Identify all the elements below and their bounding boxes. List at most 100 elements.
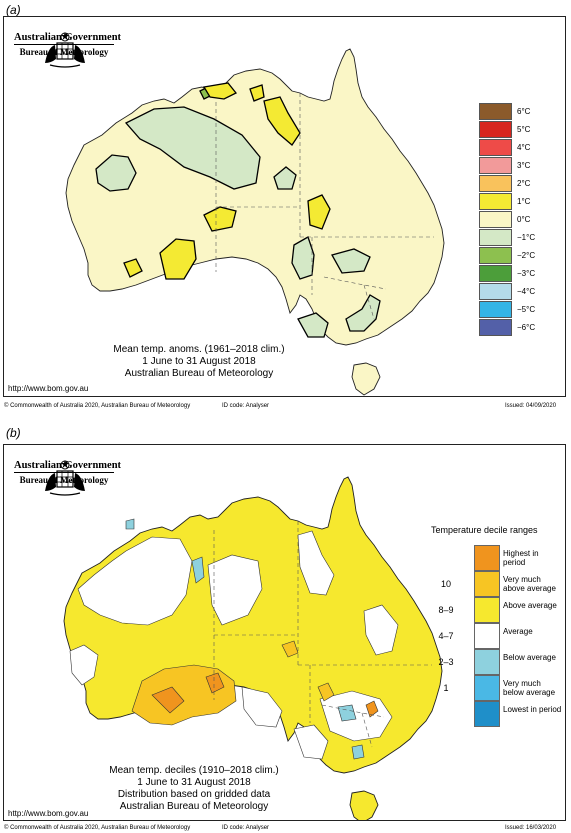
bom-logo: Australian Government Bureau of Meteorol… [14, 459, 124, 496]
legend-swatch [479, 301, 512, 318]
legend-label: −2°C [517, 251, 536, 260]
very-much-above-region-sa [317, 682, 335, 702]
panel-a-map: Australian Government Bureau of Meteorol… [3, 16, 566, 397]
average-region-gulf [297, 530, 335, 596]
caption-line-3: Distribution based on gridded data [117, 789, 271, 800]
legend-swatch [474, 701, 500, 727]
legend-swatch [479, 157, 512, 174]
bom-url-link[interactable]: http://www.bom.gov.au [8, 384, 89, 393]
legend-swatch [474, 545, 500, 571]
below-average-region-kimberley [191, 556, 205, 584]
legend-label: 6°C [517, 107, 531, 116]
legend-swatch [474, 597, 500, 623]
below-average-region-nsw [337, 704, 357, 722]
legend-label: 2°C [517, 179, 531, 188]
cool-anomaly-gulf [273, 166, 297, 190]
legend-decile-value: 4–7 [438, 631, 454, 641]
tasmania-outline [349, 790, 379, 820]
caption-line-4: Australian Bureau of Meteorology [119, 801, 269, 812]
warm-anomaly-arnhem [202, 82, 238, 100]
legend-swatch [474, 571, 500, 597]
footer-id-code: ID code: Analyser [222, 403, 270, 409]
panel-b-map-svg [63, 476, 443, 820]
caption-line-1: Mean temp. deciles (1910–2018 clim.) [109, 765, 279, 776]
coat-of-arms-icon [45, 460, 85, 496]
footer-issued: Issued: 16/03/2020 [505, 825, 557, 831]
legend-label: Average [503, 627, 533, 636]
legend-swatch [479, 103, 512, 120]
bom-logo: Australian Government Bureau of Meteorol… [14, 31, 124, 68]
legend-swatch [479, 211, 512, 228]
legend-label: Lowest in period [503, 705, 562, 714]
legend-swatch [479, 265, 512, 282]
map-caption: Mean temp. deciles (1910–2018 clim.) 1 J… [94, 765, 294, 813]
legend-swatch [479, 121, 512, 138]
legend-swatch [474, 675, 500, 701]
caption-line-1: Mean temp. anoms. (1961–2018 clim.) [113, 344, 285, 355]
tasmania-outline [351, 362, 381, 396]
legend-label: −5°C [517, 305, 536, 314]
average-region-westcoast [69, 644, 99, 686]
bom-url-link[interactable]: http://www.bom.gov.au [8, 809, 89, 818]
state-border [361, 712, 373, 748]
logo-government-text: Australian Government [14, 460, 122, 471]
legend-swatch [474, 649, 500, 675]
legend-label: 1°C [517, 197, 531, 206]
australia-map-b [63, 476, 443, 820]
warm-anomaly-cape [263, 96, 301, 146]
legend-label: Above average [503, 601, 557, 610]
legend-label: Very much above average [503, 575, 556, 593]
legend-swatch [479, 319, 512, 336]
panel-a-map-svg [65, 48, 445, 396]
caption-line-3: Australian Bureau of Meteorology [124, 368, 274, 379]
legend-label: Very much below average [503, 679, 556, 697]
warm-anomaly-qld-west [307, 194, 331, 230]
warm-anomaly-sw [123, 258, 143, 278]
footer-id-code: ID code: Analyser [222, 825, 270, 831]
logo-government-text: Australian Government [14, 32, 122, 43]
legend-swatch [474, 623, 500, 649]
map-caption: Mean temp. anoms. (1961–2018 clim.) 1 Ju… [99, 344, 299, 380]
average-region-sa-gulfs [293, 724, 329, 760]
legend-label: −6°C [517, 323, 536, 332]
logo-bureau-text: Bureau of Meteorology [14, 44, 114, 57]
legend-title: Temperature decile ranges [431, 525, 538, 535]
legend-label: −1°C [517, 233, 536, 242]
legend-label: Highest in period [503, 549, 539, 567]
legend-decile-value: 2–3 [438, 657, 454, 667]
cool-anomaly-adelaide [297, 312, 329, 338]
cool-anomaly-victoria [345, 294, 381, 332]
highest-region-nsw [365, 700, 379, 718]
footer-copyright: © Commonwealth of Australia 2020, Austra… [4, 825, 191, 831]
legend-decile-value: 1 [443, 683, 449, 693]
legend-swatch [479, 229, 512, 246]
below-average-region-victoria [351, 744, 365, 760]
highest-region-wa [151, 686, 185, 714]
legend-swatch [479, 175, 512, 192]
legend-label: −3°C [517, 269, 536, 278]
panel-b-map: Australian Government Bureau of Meteorol… [3, 444, 566, 821]
below-average-region-northwest [125, 518, 135, 530]
very-much-above-region-nt [281, 640, 299, 658]
legend-swatch [479, 247, 512, 264]
footer-copyright: © Commonwealth of Australia 2020, Austra… [4, 403, 191, 409]
legend-swatch [479, 139, 512, 156]
australia-map-a [65, 48, 445, 396]
panel-b-label: (b) [6, 426, 21, 440]
legend-label: −4°C [517, 287, 536, 296]
cool-anomaly-kimberley [124, 106, 261, 190]
legend-decile-value: 10 [440, 579, 451, 589]
caption-line-2: 1 June to 31 August 2018 [137, 777, 251, 788]
warm-anomaly-wa [159, 238, 197, 280]
average-region-bight [241, 686, 283, 728]
state-border [363, 284, 375, 320]
panel-a-label: (a) [6, 3, 21, 17]
average-region-queensland [363, 604, 399, 656]
legend-label: 0°C [517, 215, 531, 224]
logo-bureau-text: Bureau of Meteorology [14, 472, 114, 485]
average-region-northwest [77, 536, 193, 626]
caption-line-2: 1 June to 31 August 2018 [142, 356, 256, 367]
legend-swatch [479, 283, 512, 300]
legend-label: 3°C [517, 161, 531, 170]
legend-swatch [479, 193, 512, 210]
